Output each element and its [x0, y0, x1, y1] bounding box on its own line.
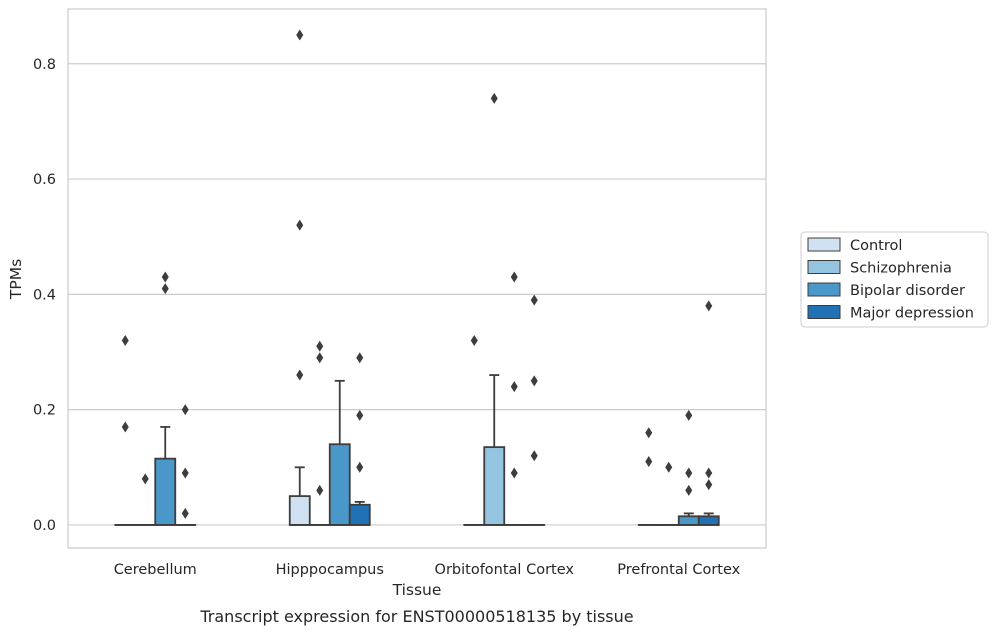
x-tick-label: Prefrontal Cortex: [617, 562, 740, 578]
legend: Control Schizophrenia Bipolar disorder Majo…: [800, 231, 989, 328]
box-0-0: [114, 334, 137, 526]
box-body: [328, 443, 351, 526]
legend-label: Control: [850, 238, 902, 254]
outlier-point: [510, 381, 518, 393]
box-3-0: [637, 427, 660, 526]
outlier-point: [296, 219, 304, 231]
box-1-0: [288, 29, 311, 526]
box-body: [348, 503, 371, 526]
outlier-point: [316, 352, 324, 364]
box-0-1: [134, 473, 157, 526]
outlier-point: [705, 479, 713, 491]
box-body: [677, 515, 700, 526]
x-tick-label: Cerebellum: [114, 562, 197, 578]
outlier-point: [530, 375, 538, 387]
legend-label: Major depression: [850, 306, 974, 322]
x-tick-labels: Cerebellum Hipppocampus Orbitofontal Corte…: [114, 562, 741, 578]
outlier-point: [685, 484, 693, 496]
outlier-point: [316, 340, 324, 352]
grid-lines: [68, 63, 766, 526]
outlier-point: [530, 294, 538, 306]
box-2-0: [463, 334, 486, 526]
box-3-2: [677, 409, 700, 526]
box-0-3: [174, 404, 197, 526]
legend-swatch: [807, 260, 841, 274]
y-tick-label: 0.4: [33, 287, 56, 303]
legend-label: Bipolar disorder: [850, 283, 965, 299]
outlier-point: [356, 461, 364, 473]
box-1-2: [328, 379, 351, 526]
chart-caption: Transcript expression for ENST0000051813…: [199, 607, 633, 626]
y-tick-labels: 0.0 0.2 0.4 0.6 0.8: [33, 57, 56, 534]
box-3-3: [697, 300, 720, 526]
box-body: [697, 515, 720, 526]
outlier-point: [141, 473, 149, 485]
outlier-point: [645, 427, 653, 439]
box-body: [288, 495, 311, 526]
x-tick-label: Orbitofontal Cortex: [435, 562, 575, 578]
outlier-point: [296, 29, 304, 41]
y-tick-label: 0.2: [33, 403, 56, 419]
outlier-point: [161, 283, 169, 295]
plot-marks: [114, 29, 720, 526]
outlier-point: [296, 369, 304, 381]
outlier-point: [356, 409, 364, 421]
y-tick-label: 0.0: [33, 518, 56, 534]
outlier-point: [685, 409, 693, 421]
outlier-point: [181, 507, 189, 519]
box-1-3: [348, 352, 371, 526]
box-2-2: [503, 271, 526, 526]
legend-swatch: [807, 282, 841, 297]
y-tick-label: 0.8: [33, 57, 56, 73]
outlier-point: [705, 300, 713, 312]
outlier-point: [510, 467, 518, 479]
outlier-point: [705, 467, 713, 479]
outlier-point: [530, 450, 538, 462]
outlier-point: [161, 271, 169, 283]
y-axis-label: TPMs: [7, 259, 25, 300]
plot-frame: [67, 8, 767, 549]
box-3-1: [657, 461, 680, 526]
box-0-2: [154, 271, 177, 526]
box-2-1: [483, 92, 506, 526]
outlier-point: [685, 467, 693, 479]
outlier-point: [665, 461, 673, 473]
legend-frame: [800, 231, 989, 328]
x-axis-label: Tissue: [392, 581, 442, 599]
box-body: [154, 457, 177, 526]
outlier-point: [470, 334, 478, 346]
outlier-point: [181, 467, 189, 479]
outlier-point: [645, 456, 653, 468]
box-2-3: [523, 294, 546, 526]
outlier-point: [316, 484, 324, 496]
outlier-point: [490, 92, 498, 104]
outlier-point: [121, 421, 129, 433]
box-body: [483, 446, 506, 526]
outlier-point: [121, 334, 129, 346]
legend-label: Schizophrenia: [850, 261, 952, 277]
outlier-point: [510, 271, 518, 283]
x-tick-label: Hipppocampus: [276, 562, 384, 578]
outlier-point: [181, 404, 189, 416]
y-tick-label: 0.6: [33, 172, 56, 188]
legend-swatch: [807, 237, 841, 252]
outlier-point: [356, 352, 364, 364]
box-1-1: [308, 340, 331, 526]
legend-swatch: [807, 305, 841, 319]
